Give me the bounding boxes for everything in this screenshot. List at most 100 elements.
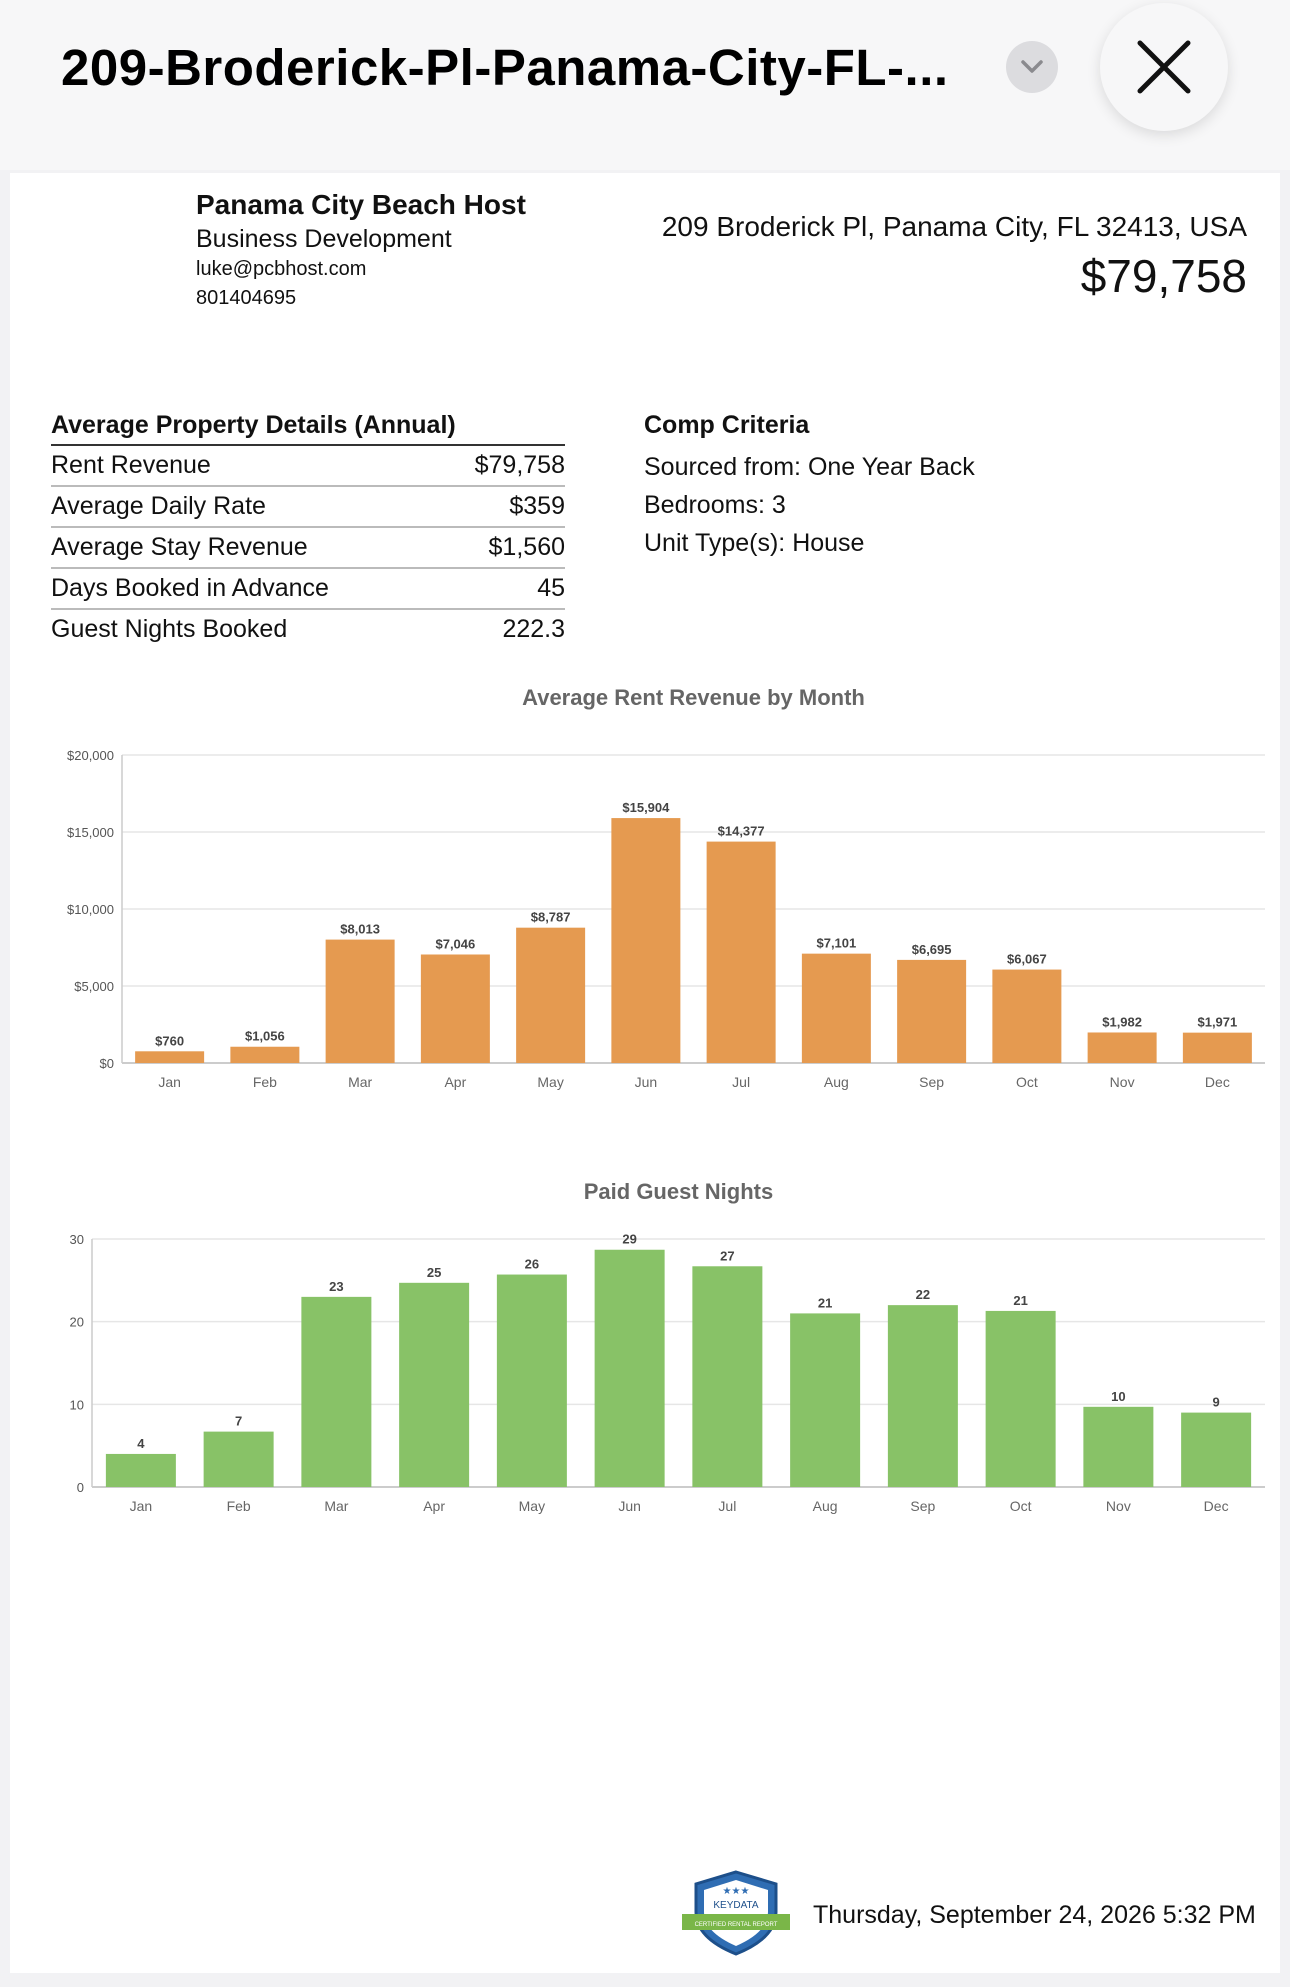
bar — [496, 1274, 567, 1487]
guest-nights-chart: Paid Guest Nights 0 10 20 30 4 Jan 7 Feb 23 Mar 25 A… — [70, 1179, 1265, 1514]
details-value: 45 — [537, 574, 565, 602]
x-tick-label: Oct — [1016, 1074, 1038, 1090]
badge-text-keydata: KEYDATA — [713, 1900, 759, 1911]
comp-criteria: Comp Criteria Sourced from: One Year Bac… — [644, 411, 975, 562]
bar — [790, 1313, 861, 1487]
property-price: $79,758 — [1080, 250, 1247, 302]
bar — [1181, 1412, 1252, 1487]
data-label: $1,982 — [1102, 1014, 1142, 1029]
host-email: luke@pcbhost.com — [196, 258, 367, 280]
details-value: $79,758 — [474, 451, 565, 479]
x-tick-label: Jan — [158, 1074, 181, 1090]
y-tick-label: 30 — [70, 1232, 84, 1247]
chevron-down-icon[interactable] — [1006, 41, 1058, 93]
data-label: 27 — [720, 1248, 734, 1263]
x-tick-label: Nov — [1106, 1498, 1131, 1514]
x-tick-label: Jul — [718, 1498, 736, 1514]
details-label: Days Booked in Advance — [51, 574, 329, 602]
details-row: Days Booked in Advance 45 — [51, 569, 565, 610]
bar — [985, 1310, 1056, 1487]
x-tick-label: May — [519, 1498, 545, 1514]
data-label: 25 — [427, 1265, 441, 1280]
data-label: $7,101 — [816, 936, 856, 951]
x-tick-label: Aug — [813, 1498, 838, 1514]
details-row: Average Stay Revenue $1,560 — [51, 528, 565, 569]
x-tick-label: Apr — [423, 1498, 445, 1514]
chart-title: Average Rent Revenue by Month — [522, 685, 865, 710]
top-bar: 209-Broderick-Pl-Panama-City-FL-... — [0, 0, 1290, 170]
bar — [887, 1305, 958, 1487]
data-label: $760 — [155, 1033, 184, 1048]
host-role: Business Development — [196, 225, 452, 253]
bar — [135, 1051, 205, 1063]
bar — [594, 1249, 665, 1487]
svg-text:★★★: ★★★ — [723, 1886, 750, 1897]
x-tick-label: Mar — [348, 1074, 372, 1090]
data-label: 10 — [1111, 1389, 1125, 1404]
details-label: Rent Revenue — [51, 451, 211, 479]
x-tick-label: Sep — [910, 1498, 935, 1514]
criteria-bedrooms: Bedrooms: 3 — [644, 491, 786, 519]
bar — [301, 1296, 372, 1487]
details-label: Average Daily Rate — [51, 492, 266, 520]
bar — [105, 1453, 176, 1487]
data-label: $8,013 — [340, 922, 380, 937]
data-label: 9 — [1213, 1395, 1220, 1410]
property-details-table: Average Property Details (Annual) Rent R… — [51, 411, 565, 649]
bar — [706, 841, 776, 1063]
x-tick-label: Feb — [253, 1074, 277, 1090]
y-tick-label: 0 — [77, 1480, 84, 1495]
chart-title: Paid Guest Nights — [584, 1179, 773, 1204]
data-label: 22 — [916, 1287, 930, 1302]
data-label: $1,971 — [1197, 1015, 1237, 1030]
data-label: $6,067 — [1007, 952, 1047, 967]
details-value: $1,560 — [488, 533, 565, 561]
details-row: Guest Nights Booked 222.3 — [51, 610, 565, 649]
bar — [611, 818, 681, 1063]
bar — [992, 969, 1062, 1063]
x-tick-label: Mar — [324, 1498, 348, 1514]
criteria-sourced: Sourced from: One Year Back — [644, 453, 975, 481]
bar — [801, 953, 871, 1063]
y-tick-label: $0 — [100, 1056, 114, 1071]
data-label: 21 — [818, 1295, 832, 1310]
property-address: 209 Broderick Pl, Panama City, FL 32413,… — [661, 211, 1247, 242]
y-tick-label: 20 — [70, 1315, 84, 1330]
y-tick-label: $5,000 — [74, 979, 114, 994]
x-tick-label: Jan — [130, 1498, 153, 1514]
data-label: 23 — [329, 1279, 343, 1294]
host-name: Panama City Beach Host — [196, 189, 526, 220]
x-tick-label: Dec — [1205, 1074, 1230, 1090]
data-label: $15,904 — [622, 800, 670, 815]
bar — [1087, 1032, 1157, 1063]
details-value: 222.3 — [502, 615, 565, 643]
details-row: Average Daily Rate $359 — [51, 487, 565, 528]
bar — [420, 954, 490, 1063]
bar — [399, 1282, 470, 1487]
criteria-heading: Comp Criteria — [644, 411, 810, 439]
bar — [1182, 1032, 1252, 1063]
report-page: Panama City Beach Host Business Developm… — [10, 173, 1280, 1973]
x-tick-label: Jun — [618, 1498, 641, 1514]
details-label: Average Stay Revenue — [51, 533, 308, 561]
y-tick-label: $15,000 — [67, 825, 114, 840]
details-heading: Average Property Details (Annual) — [51, 411, 565, 446]
rent-revenue-chart: Average Rent Revenue by Month $0 $5,000 $10… — [67, 685, 1265, 1090]
criteria-unit-type: Unit Type(s): House — [644, 529, 865, 557]
close-button[interactable] — [1100, 3, 1228, 131]
data-label: $8,787 — [531, 910, 571, 925]
x-tick-label: Feb — [227, 1498, 251, 1514]
bar — [230, 1046, 300, 1063]
bar — [1083, 1406, 1154, 1487]
x-tick-label: May — [537, 1074, 563, 1090]
data-label: 7 — [235, 1414, 242, 1429]
data-label: $6,695 — [912, 942, 952, 957]
keydata-certified-badge: KEYDATA CERTIFIED RENTAL REPORT ★★★ — [682, 1870, 790, 1956]
data-label: 21 — [1013, 1293, 1027, 1308]
y-tick-label: $10,000 — [67, 902, 114, 917]
data-label: $1,056 — [245, 1029, 285, 1044]
x-tick-label: Jul — [732, 1074, 750, 1090]
x-tick-label: Nov — [1110, 1074, 1135, 1090]
bar — [897, 959, 967, 1063]
data-label: 26 — [525, 1257, 539, 1272]
